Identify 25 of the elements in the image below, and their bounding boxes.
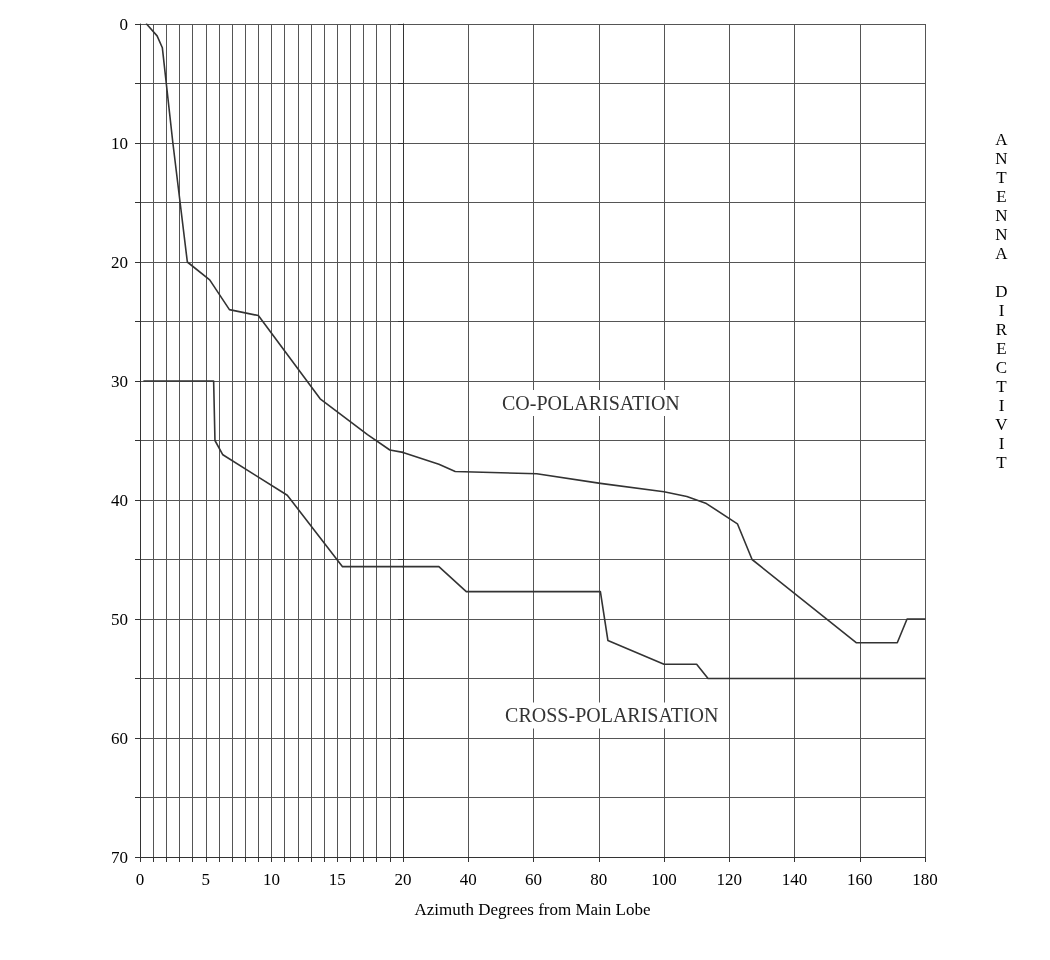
x-tick-label: 140 — [781, 870, 808, 889]
x-tick-label: 100 — [651, 870, 677, 889]
x-tick-label: 5 — [201, 870, 210, 889]
x-tick-label: 40 — [459, 870, 477, 889]
x-tick-label: 80 — [590, 870, 608, 889]
x-tick-label: 60 — [525, 870, 542, 889]
x-tick-label: 10 — [263, 870, 280, 889]
y-tick-label: 0 — [119, 14, 128, 34]
y-axis-title: ANTENNA DIRECTIVIT — [992, 130, 1011, 472]
x-tick-label: 180 — [912, 870, 938, 889]
y-tick-label: 50 — [111, 609, 128, 629]
text: CO-POLARISATION — [502, 392, 680, 415]
y-tick-label: 40 — [111, 490, 128, 510]
x-tick-label: 0 — [135, 870, 145, 889]
x-tick-label: 160 — [847, 870, 873, 889]
x-axis-title: Azimuth Degrees from Main Lobe — [413, 900, 652, 920]
series-label: CROSS-POLARISATION — [505, 704, 719, 727]
x-tick-label: 20 — [394, 870, 412, 889]
y-tick-label: 70 — [111, 847, 128, 867]
y-tick-label: 10 — [111, 133, 128, 153]
y-tick-label: 30 — [111, 371, 128, 391]
y-tick-label: 60 — [111, 728, 128, 748]
y-tick-label: 20 — [111, 252, 128, 272]
x-tick-label: 15 — [328, 870, 346, 889]
x-tick-label: 120 — [716, 870, 742, 889]
